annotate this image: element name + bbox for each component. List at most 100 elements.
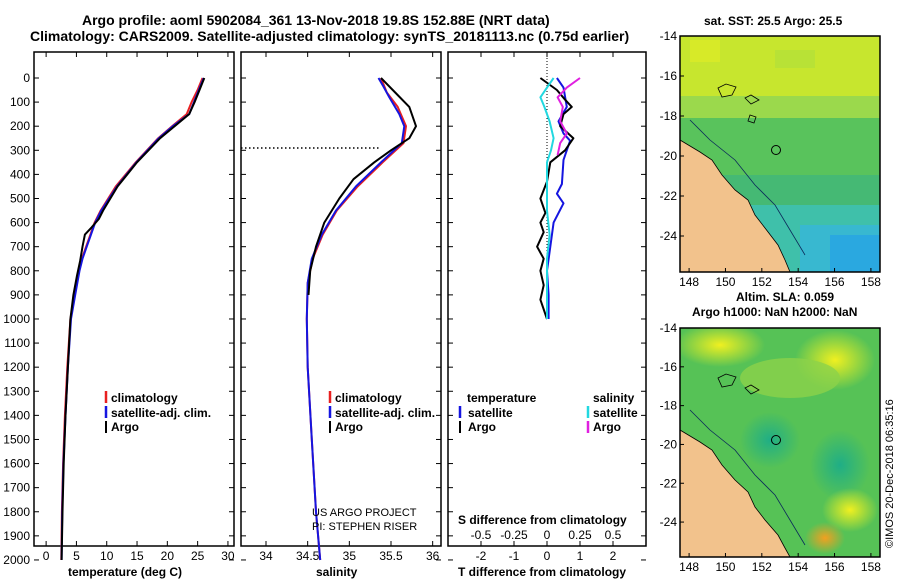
depth-tick-1300: 1300	[3, 384, 30, 398]
depth-tick-1900: 1900	[3, 529, 30, 543]
series-satellite-adj-clim-	[60, 77, 205, 561]
lat-tick--18: -18	[660, 109, 678, 123]
lon-tick-154: 154	[788, 560, 808, 574]
lon-tick-152: 152	[752, 275, 772, 289]
difference-legend: temperature satellite Argo salinity sate…	[458, 391, 638, 434]
depth-tick-500: 500	[10, 191, 30, 205]
lon-tick-156: 156	[825, 560, 845, 574]
legend-satellite-adj: satellite-adj. clim.	[111, 406, 211, 420]
t-diff-tick-1: 1	[577, 549, 584, 563]
salinity-x-label: salinity	[316, 565, 358, 579]
temperature-tick-10: 10	[100, 549, 114, 563]
sst-map-lon-axis: 148 150 152 154 156 158	[679, 268, 881, 289]
difference-panel: -2 -1 0 1 2 -0.5 -0.25 0 0.25 0.5 temperature sa…	[447, 51, 647, 579]
depth-tick-1400: 1400	[3, 408, 30, 422]
project-label: US ARGO PROJECT	[312, 507, 417, 519]
legend-s-argo: Argo	[593, 420, 621, 434]
argo-float-location	[771, 435, 781, 445]
lat-tick--22: -22	[660, 476, 678, 490]
difference-series	[536, 77, 581, 320]
salinity-series	[305, 77, 417, 561]
lat-tick--20: -20	[660, 437, 678, 451]
s-diff-tick-0.25: 0.25	[568, 528, 592, 542]
lat-tick--16: -16	[660, 360, 678, 374]
legend-t-argo: Argo	[468, 420, 496, 434]
sst-map-title: sat. SST: 25.5 Argo: 25.5	[704, 14, 843, 28]
t-diff-tick--1: -1	[509, 549, 520, 563]
series-t-argo	[536, 77, 575, 320]
temperature-series	[60, 77, 206, 561]
temperature-panel: 0100200300400500600700800900100011001200…	[3, 51, 646, 579]
sla-map-title: Altim. SLA: 0.059	[736, 290, 834, 304]
depth-tick-100: 100	[10, 95, 30, 109]
salinity-tick-35.5: 35.5	[379, 549, 403, 563]
legend-s-satellite: satellite	[593, 406, 638, 420]
t-diff-tick-2: 2	[610, 549, 617, 563]
lon-tick-154: 154	[788, 275, 808, 289]
depth-tick-1700: 1700	[3, 481, 30, 495]
salinity-plot-frame	[240, 51, 442, 547]
sla-map-lon-axis: 148 150 152 154 156 158	[679, 553, 881, 574]
lon-tick-158: 158	[861, 275, 881, 289]
lat-tick--14: -14	[660, 321, 678, 335]
sla-land	[680, 429, 791, 557]
t-diff-x-axis: -2 -1 0 1 2	[476, 52, 617, 563]
temperature-tick-25: 25	[191, 549, 205, 563]
depth-tick-1200: 1200	[3, 360, 30, 374]
temperature-x-axis: 0 5 10 15 20 25 30	[43, 52, 235, 563]
temperature-plot-frame	[33, 51, 235, 547]
depth-tick-0: 0	[23, 71, 30, 85]
t-diff-tick--2: -2	[476, 549, 487, 563]
lat-tick--18: -18	[660, 399, 678, 413]
series-s-satellite	[539, 77, 555, 319]
depth-axis: 0100200300400500600700800900100011001200…	[3, 71, 646, 567]
legend-argo: Argo	[111, 420, 139, 434]
series-climatology	[60, 77, 204, 561]
lat-tick--24: -24	[660, 229, 678, 243]
depth-tick-200: 200	[10, 119, 30, 133]
s-diff-x-label: S difference from climatology	[458, 513, 627, 527]
temperature-legend: climatology satellite-adj. clim. Argo	[104, 391, 211, 434]
imos-credit: ©IMOS 20-Dec-2018 06:35:16	[884, 399, 896, 548]
legend-argo: Argo	[335, 420, 363, 434]
lat-tick--22: -22	[660, 189, 678, 203]
depth-tick-1000: 1000	[3, 312, 30, 326]
series-t-satellite	[546, 77, 572, 319]
depth-tick-1600: 1600	[3, 457, 30, 471]
series-s-argo	[556, 77, 581, 156]
series-satellite-adj-clim-	[305, 77, 406, 561]
legend-t-satellite: satellite	[468, 406, 513, 420]
sst-map-frame	[679, 35, 881, 273]
sst-land	[680, 139, 791, 272]
figure-title-line2: Climatology: CARS2009. Satellite-adjuste…	[30, 28, 629, 44]
lat-tick--24: -24	[660, 515, 678, 529]
depth-tick-1500: 1500	[3, 432, 30, 446]
depth-tick-900: 900	[10, 288, 30, 302]
temperature-tick-30: 30	[221, 549, 235, 563]
s-diff-x-axis: -0.5 -0.25 0 0.25 0.5	[471, 528, 622, 542]
temperature-tick-20: 20	[161, 549, 175, 563]
salinity-tick-35: 35	[343, 549, 357, 563]
temperature-tick-15: 15	[130, 549, 144, 563]
series-argo	[60, 77, 206, 561]
depth-tick-2000: 2000	[3, 553, 30, 567]
legend-temperature-heading: temperature	[467, 391, 537, 405]
depth-tick-400: 400	[10, 167, 30, 181]
s-diff-tick-0.5: 0.5	[605, 528, 622, 542]
s-diff-tick--0.25: -0.25	[500, 528, 528, 542]
depth-tick-1800: 1800	[3, 505, 30, 519]
salinity-panel: 34 34.5 35 35.5 36 climatology satellite-adj…	[240, 51, 442, 579]
sla-map-subtitle: Argo h1000: NaN h2000: NaN	[692, 305, 857, 319]
depth-tick-600: 600	[10, 216, 30, 230]
lat-tick--16: -16	[660, 69, 678, 83]
argo-float-location	[771, 145, 781, 155]
lon-tick-148: 148	[679, 560, 699, 574]
depth-tick-800: 800	[10, 264, 30, 278]
legend-salinity-heading: salinity	[593, 391, 635, 405]
sla-map-frame	[679, 327, 881, 558]
temperature-x-label: temperature (deg C)	[68, 565, 182, 579]
lon-tick-150: 150	[715, 275, 735, 289]
s-diff-tick--0.5: -0.5	[471, 528, 492, 542]
lat-tick--14: -14	[660, 29, 678, 43]
